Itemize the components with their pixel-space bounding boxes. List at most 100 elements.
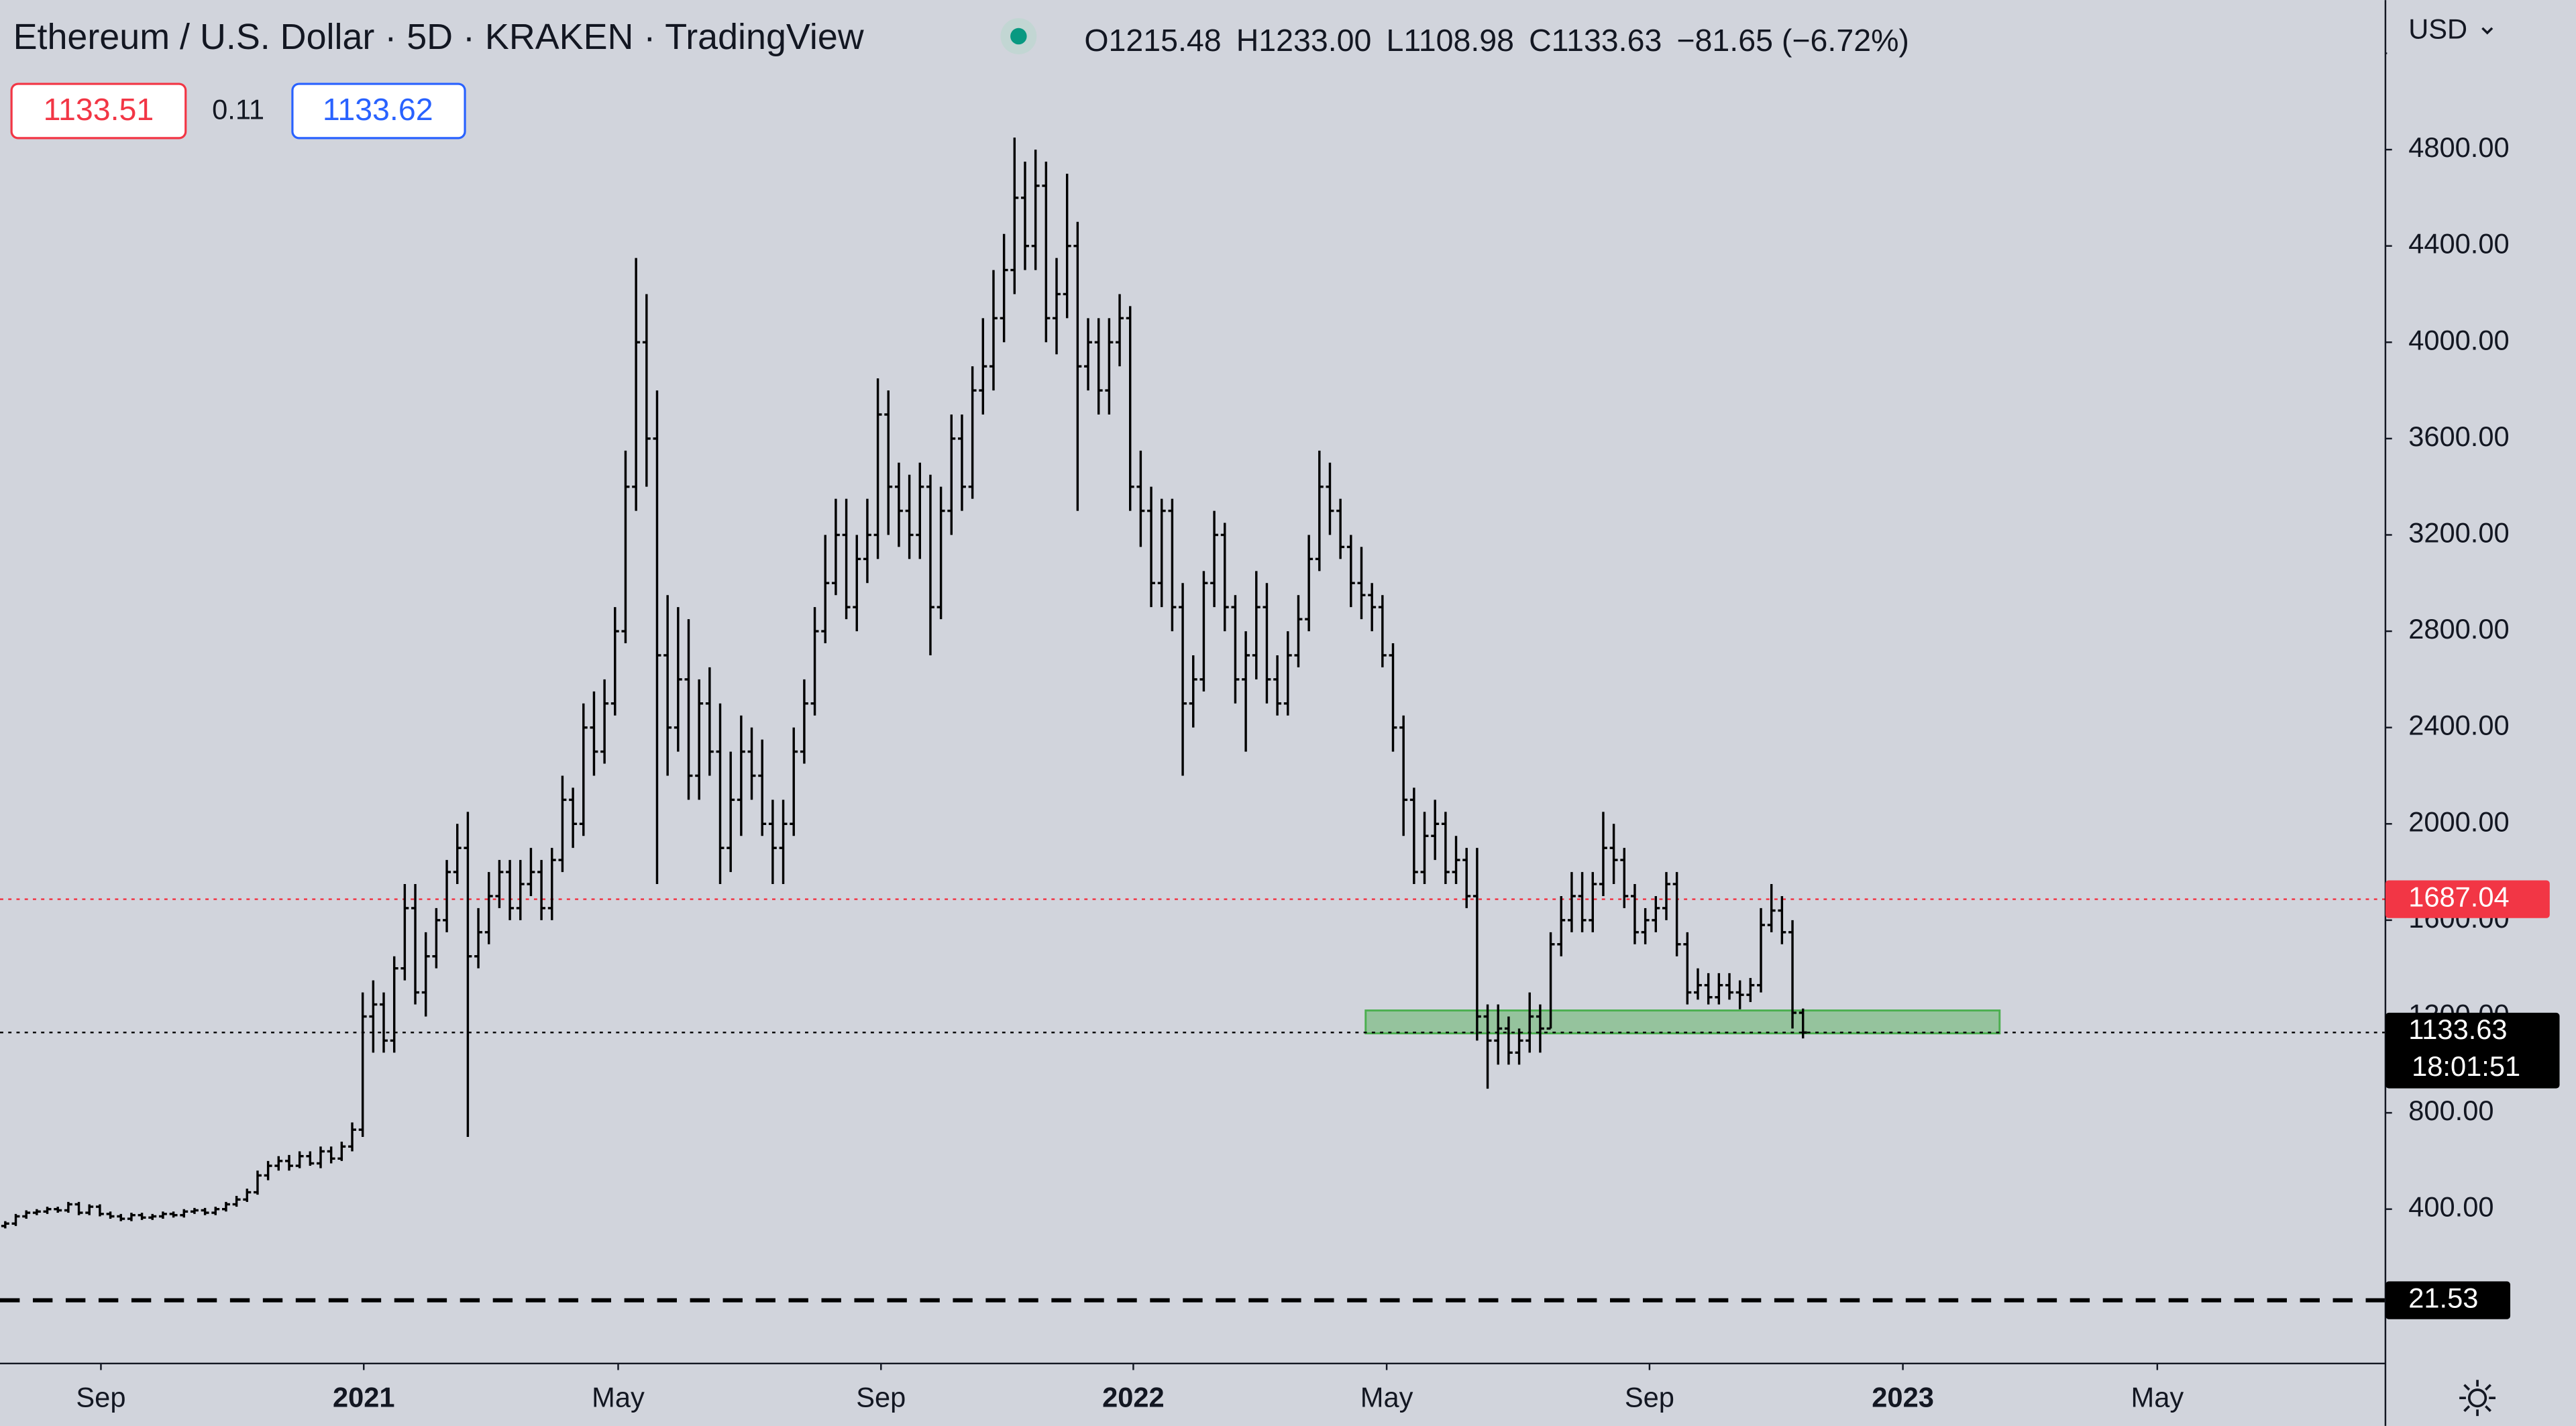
- ohlc-bar: [1336, 498, 1345, 559]
- ohlc-bar: [1683, 932, 1692, 1005]
- ohlc-bar: [201, 1207, 209, 1215]
- ask-price: 1133.62: [323, 92, 433, 127]
- ohlc-bar: [1368, 583, 1377, 632]
- ohlc-bar: [1073, 221, 1082, 511]
- ohlc-bar: [1557, 895, 1566, 956]
- ohlc-bar: [831, 498, 840, 596]
- ohlc-bar: [369, 980, 378, 1053]
- ohlc-bar: [547, 848, 556, 920]
- ohlc-bar: [243, 1189, 252, 1202]
- ohlc-bar: [1389, 643, 1397, 752]
- ohlc-bar: [306, 1151, 315, 1166]
- ohlc-bar: [1735, 980, 1744, 1009]
- ohlc-bar: [1641, 908, 1650, 944]
- ohlc-bar: [1778, 895, 1786, 944]
- ohlc-bar: [1189, 655, 1197, 728]
- ohlc-bar: [947, 414, 956, 535]
- ohlc-bar: [1662, 872, 1670, 920]
- ohlc-bar: [1399, 715, 1408, 836]
- ohlc-bar: [337, 1142, 346, 1161]
- ohlc-bar: [285, 1154, 293, 1171]
- ohlc-bar: [695, 679, 704, 800]
- ohlc-bar: [674, 607, 682, 752]
- ohlc-bar: [1084, 318, 1092, 391]
- ohlc-bar: [1620, 848, 1629, 908]
- bid-price: 1133.51: [44, 92, 154, 127]
- ohlc-bar: [464, 812, 472, 1137]
- ohlc-bar: [180, 1209, 189, 1218]
- currency[interactable]: USD: [2408, 13, 2467, 45]
- y-tick-label: 2800.00: [2408, 613, 2509, 645]
- ask-box[interactable]: [291, 83, 466, 140]
- ohlc-bar: [916, 462, 924, 559]
- ohlc-bar: [1094, 318, 1103, 415]
- ohlc-bar: [716, 703, 724, 885]
- x-tick-label: Sep: [856, 1382, 906, 1413]
- ohlc-bar: [1294, 595, 1303, 667]
- ohlc-bar: [1263, 583, 1271, 704]
- price-badge-label: 21.53: [2408, 1282, 2478, 1314]
- plot-area: [0, 138, 2385, 1303]
- ohlc-bar: [221, 1201, 230, 1212]
- ohlc-bar: [358, 992, 367, 1137]
- ohlc-bar: [968, 366, 977, 499]
- ohlc-bar: [22, 1210, 31, 1219]
- x-tick-label: May: [592, 1382, 645, 1413]
- ohlc-bar: [579, 703, 588, 836]
- ohlc-bar: [390, 956, 398, 1053]
- ohlc-bar: [727, 751, 735, 873]
- ohlc-bar: [800, 679, 808, 764]
- bid-box[interactable]: [10, 83, 187, 140]
- ohlc-bar: [264, 1160, 272, 1181]
- ohlc-bar: [1504, 1016, 1513, 1065]
- ohlc-bar: [610, 607, 619, 716]
- ohlc-bar: [1462, 848, 1471, 908]
- ohlc-bar: [642, 294, 651, 487]
- ohlc-bar: [842, 498, 851, 620]
- ohlc-legend: O1215.48 H1233.00 L1108.98 C1133.63 −81.65 (…: [1084, 23, 1909, 58]
- ohlc-bar: [1357, 547, 1366, 620]
- ohlc-bar: [348, 1122, 356, 1152]
- price-badge-label: 1133.63: [2408, 1013, 2507, 1045]
- ohlc-bar: [1021, 162, 1029, 270]
- ohlc-bar: [85, 1204, 94, 1215]
- ohlc-bar: [527, 848, 535, 896]
- ohlc-bar: [1483, 1004, 1492, 1089]
- ohlc-bar: [873, 378, 882, 559]
- ohlc-bar: [1231, 595, 1240, 704]
- ohlc-bar: [1179, 583, 1187, 776]
- ohlc-bar: [1010, 138, 1019, 294]
- ohlc-bar: [106, 1211, 115, 1219]
- ohlc-bar: [1631, 884, 1639, 944]
- ohlc-bar: [380, 992, 388, 1053]
- ohlc-bar: [138, 1213, 146, 1220]
- ohlc-bar: [905, 474, 914, 559]
- ohlc-bar: [1346, 535, 1355, 608]
- spread: 0.11: [212, 94, 264, 125]
- ohlc-bar: [254, 1170, 262, 1195]
- ohlc-bar: [1546, 932, 1555, 1030]
- x-tick-label: Sep: [76, 1382, 125, 1413]
- legend-low: L1108.98: [1386, 23, 1514, 58]
- ohlc-bar: [1578, 872, 1587, 932]
- ohlc-bar: [558, 775, 567, 873]
- ohlc-bar: [1315, 450, 1324, 571]
- ohlc-bar: [127, 1213, 136, 1221]
- y-tick-label: 2000.00: [2408, 806, 2509, 837]
- ohlc-bar: [1053, 258, 1061, 355]
- ohlc-bar: [1273, 655, 1282, 716]
- ohlc-bar: [1, 1221, 9, 1229]
- ohlc-bar: [790, 727, 798, 836]
- ohlc-bar: [1652, 895, 1660, 932]
- x-tick-label: May: [1360, 1382, 1413, 1413]
- ohlc-bar: [274, 1156, 283, 1171]
- settings-icon[interactable]: [2459, 1380, 2496, 1417]
- ohlc-bar: [295, 1151, 304, 1168]
- ohlc-bar: [169, 1211, 178, 1218]
- price-badge: [2385, 1012, 2560, 1089]
- ohlc-bar: [1147, 486, 1156, 608]
- ohlc-bar: [432, 908, 441, 969]
- ohlc-bar: [1704, 973, 1713, 1005]
- ohlc-bar: [1609, 824, 1618, 885]
